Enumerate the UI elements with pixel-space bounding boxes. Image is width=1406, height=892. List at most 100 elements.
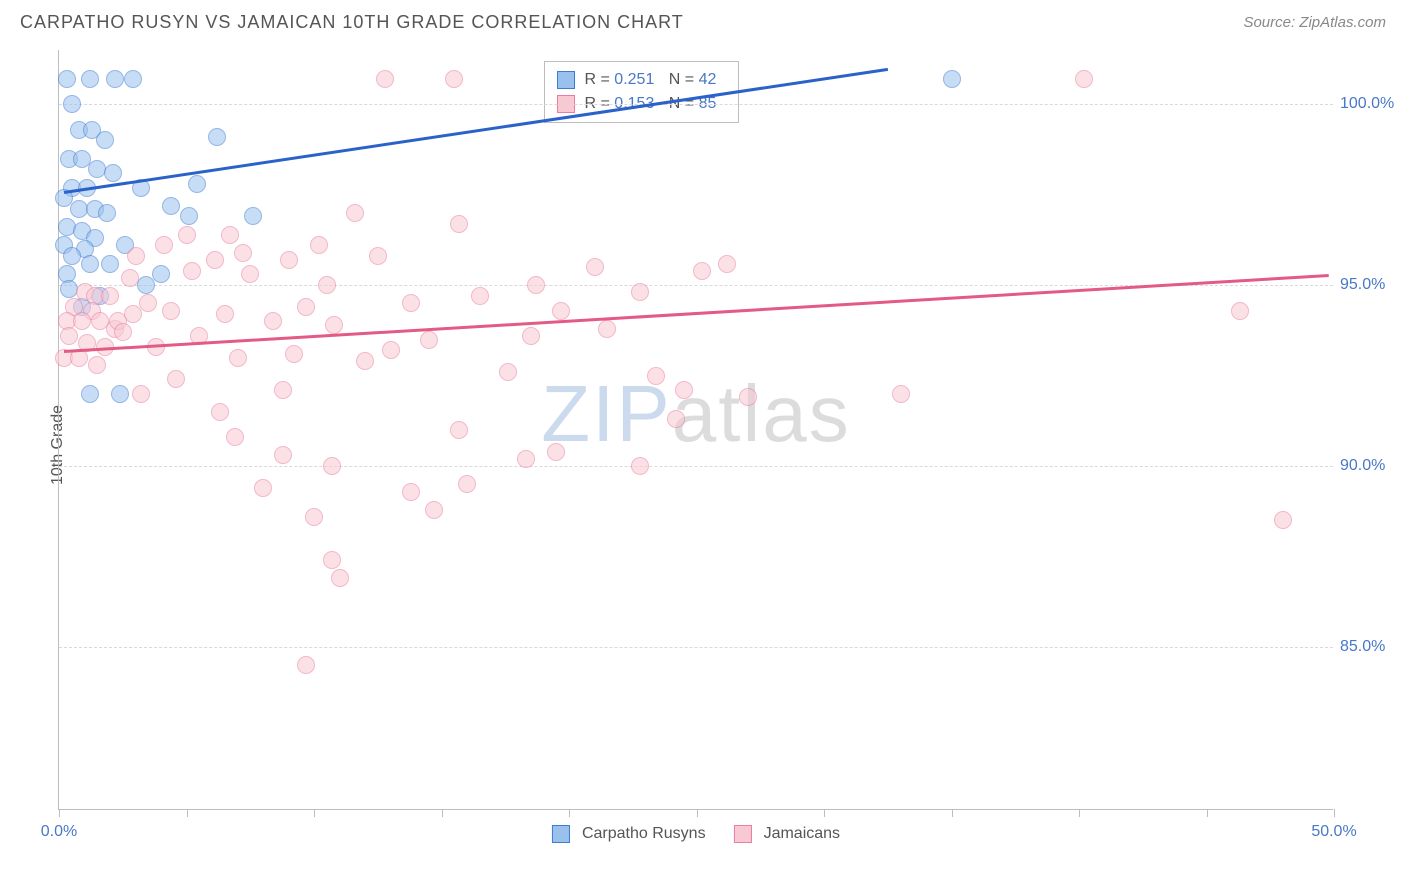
- data-point: [208, 128, 226, 146]
- chart-title: CARPATHO RUSYN VS JAMAICAN 10TH GRADE CO…: [20, 12, 684, 33]
- data-point: [547, 443, 565, 461]
- data-point: [297, 298, 315, 316]
- data-point: [310, 236, 328, 254]
- stats-legend: R = 0.251 N = 42R = 0.153 N = 85: [544, 61, 740, 123]
- trend-line: [64, 68, 888, 194]
- data-point: [162, 197, 180, 215]
- data-point: [274, 446, 292, 464]
- gridline: [59, 647, 1333, 648]
- data-point: [188, 175, 206, 193]
- data-point: [121, 269, 139, 287]
- legend-label: Jamaicans: [764, 825, 840, 843]
- data-point: [81, 385, 99, 403]
- chart-area: 10th Grade ZIPatlas R = 0.251 N = 42R = …: [20, 50, 1386, 840]
- y-tick-label: 100.0%: [1340, 95, 1405, 113]
- data-point: [101, 287, 119, 305]
- gridline: [59, 104, 1333, 105]
- data-point: [98, 204, 116, 222]
- data-point: [331, 569, 349, 587]
- data-point: [111, 385, 129, 403]
- watermark-atlas: atlas: [672, 369, 851, 458]
- data-point: [943, 70, 961, 88]
- x-tick: [697, 809, 698, 817]
- data-point: [369, 247, 387, 265]
- data-point: [376, 70, 394, 88]
- x-tick: [1079, 809, 1080, 817]
- y-tick-label: 85.0%: [1340, 638, 1405, 656]
- data-point: [718, 255, 736, 273]
- data-point: [693, 262, 711, 280]
- data-point: [244, 207, 262, 225]
- data-point: [162, 302, 180, 320]
- data-point: [739, 388, 757, 406]
- data-point: [323, 551, 341, 569]
- x-tick: [952, 809, 953, 817]
- data-point: [382, 341, 400, 359]
- data-point: [167, 370, 185, 388]
- y-tick-label: 95.0%: [1340, 276, 1405, 294]
- data-point: [254, 479, 272, 497]
- data-point: [96, 131, 114, 149]
- data-point: [88, 356, 106, 374]
- data-point: [101, 255, 119, 273]
- data-point: [229, 349, 247, 367]
- data-point: [124, 70, 142, 88]
- data-point: [152, 265, 170, 283]
- data-point: [631, 283, 649, 301]
- data-point: [356, 352, 374, 370]
- data-point: [285, 345, 303, 363]
- data-point: [420, 331, 438, 349]
- x-tick: [314, 809, 315, 817]
- data-point: [211, 403, 229, 421]
- x-tick: [442, 809, 443, 817]
- data-point: [517, 450, 535, 468]
- x-tick: [1334, 809, 1335, 817]
- data-point: [274, 381, 292, 399]
- series-legend: Carpatho Rusyns Jamaicans: [552, 825, 840, 843]
- data-point: [450, 421, 468, 439]
- x-tick: [1207, 809, 1208, 817]
- data-point: [458, 475, 476, 493]
- data-point: [63, 95, 81, 113]
- data-point: [892, 385, 910, 403]
- legend-stats-text: R = 0.251 N = 42: [585, 68, 727, 92]
- data-point: [60, 327, 78, 345]
- data-point: [402, 483, 420, 501]
- data-point: [264, 312, 282, 330]
- data-point: [346, 204, 364, 222]
- legend-swatch: [552, 825, 570, 843]
- legend-swatch: [557, 71, 575, 89]
- data-point: [297, 656, 315, 674]
- data-point: [1274, 511, 1292, 529]
- data-point: [325, 316, 343, 334]
- data-point: [667, 410, 685, 428]
- data-point: [471, 287, 489, 305]
- data-point: [216, 305, 234, 323]
- x-tick: [59, 809, 60, 817]
- data-point: [631, 457, 649, 475]
- data-point: [127, 247, 145, 265]
- data-point: [178, 226, 196, 244]
- data-point: [527, 276, 545, 294]
- x-tick: [569, 809, 570, 817]
- data-point: [552, 302, 570, 320]
- legend-swatch: [734, 825, 752, 843]
- data-point: [241, 265, 259, 283]
- data-point: [234, 244, 252, 262]
- source-label: Source: ZipAtlas.com: [1243, 14, 1386, 31]
- plot-region: ZIPatlas R = 0.251 N = 42R = 0.153 N = 8…: [58, 50, 1333, 810]
- data-point: [137, 276, 155, 294]
- data-point: [425, 501, 443, 519]
- data-point: [206, 251, 224, 269]
- data-point: [104, 164, 122, 182]
- data-point: [73, 312, 91, 330]
- data-point: [81, 255, 99, 273]
- data-point: [598, 320, 616, 338]
- data-point: [114, 323, 132, 341]
- legend-item: Carpatho Rusyns: [552, 825, 706, 843]
- data-point: [445, 70, 463, 88]
- stats-legend-row: R = 0.251 N = 42: [557, 68, 727, 92]
- data-point: [58, 70, 76, 88]
- x-tick-label: 0.0%: [41, 823, 77, 841]
- data-point: [305, 508, 323, 526]
